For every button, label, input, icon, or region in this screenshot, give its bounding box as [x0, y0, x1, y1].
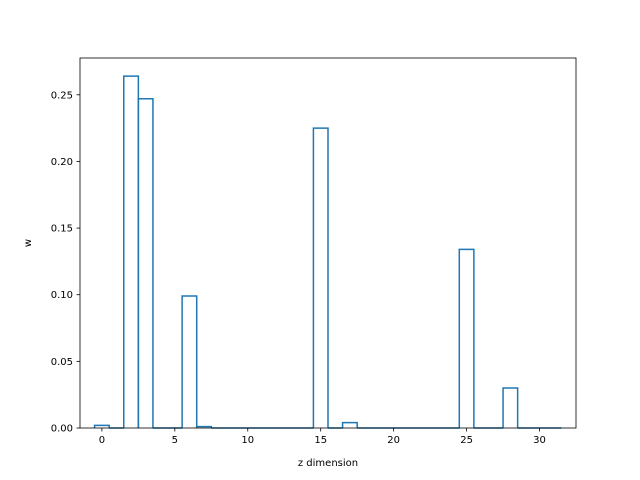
histogram-bar: [137, 98, 154, 428]
y-axis-ticks: 0.00 0.05 0.10 0.15 0.20 0.25: [51, 90, 80, 435]
x-tick-label: 20: [387, 435, 400, 446]
y-tick-label: 0.25: [51, 90, 73, 101]
x-tick-label: 0: [99, 435, 105, 446]
histogram-bar: [458, 248, 475, 428]
histogram-bar: [93, 424, 110, 428]
y-tick-label: 0.20: [51, 157, 73, 168]
y-axis-label: w: [23, 239, 34, 247]
x-tick-label: 25: [460, 435, 473, 446]
plot-frame: [79, 57, 577, 429]
x-tick-label: 5: [172, 435, 178, 446]
x-tick-label: 10: [241, 435, 254, 446]
histogram-bar: [312, 127, 329, 428]
x-tick-label: 30: [533, 435, 546, 446]
histogram-bar: [502, 387, 519, 428]
y-tick-label: 0.15: [51, 224, 73, 235]
histogram-bar: [181, 295, 198, 428]
histogram-bar: [195, 425, 213, 428]
y-tick-label: 0.10: [51, 290, 73, 301]
y-tick-label: 0.00: [51, 424, 73, 435]
x-tick-label: 15: [314, 435, 327, 446]
x-axis-ticks: 0 5 10 15 20 25 30: [99, 428, 546, 446]
y-tick-label: 0.05: [51, 357, 73, 368]
histogram-bar: [341, 421, 358, 428]
x-axis-label: z dimension: [298, 458, 358, 469]
